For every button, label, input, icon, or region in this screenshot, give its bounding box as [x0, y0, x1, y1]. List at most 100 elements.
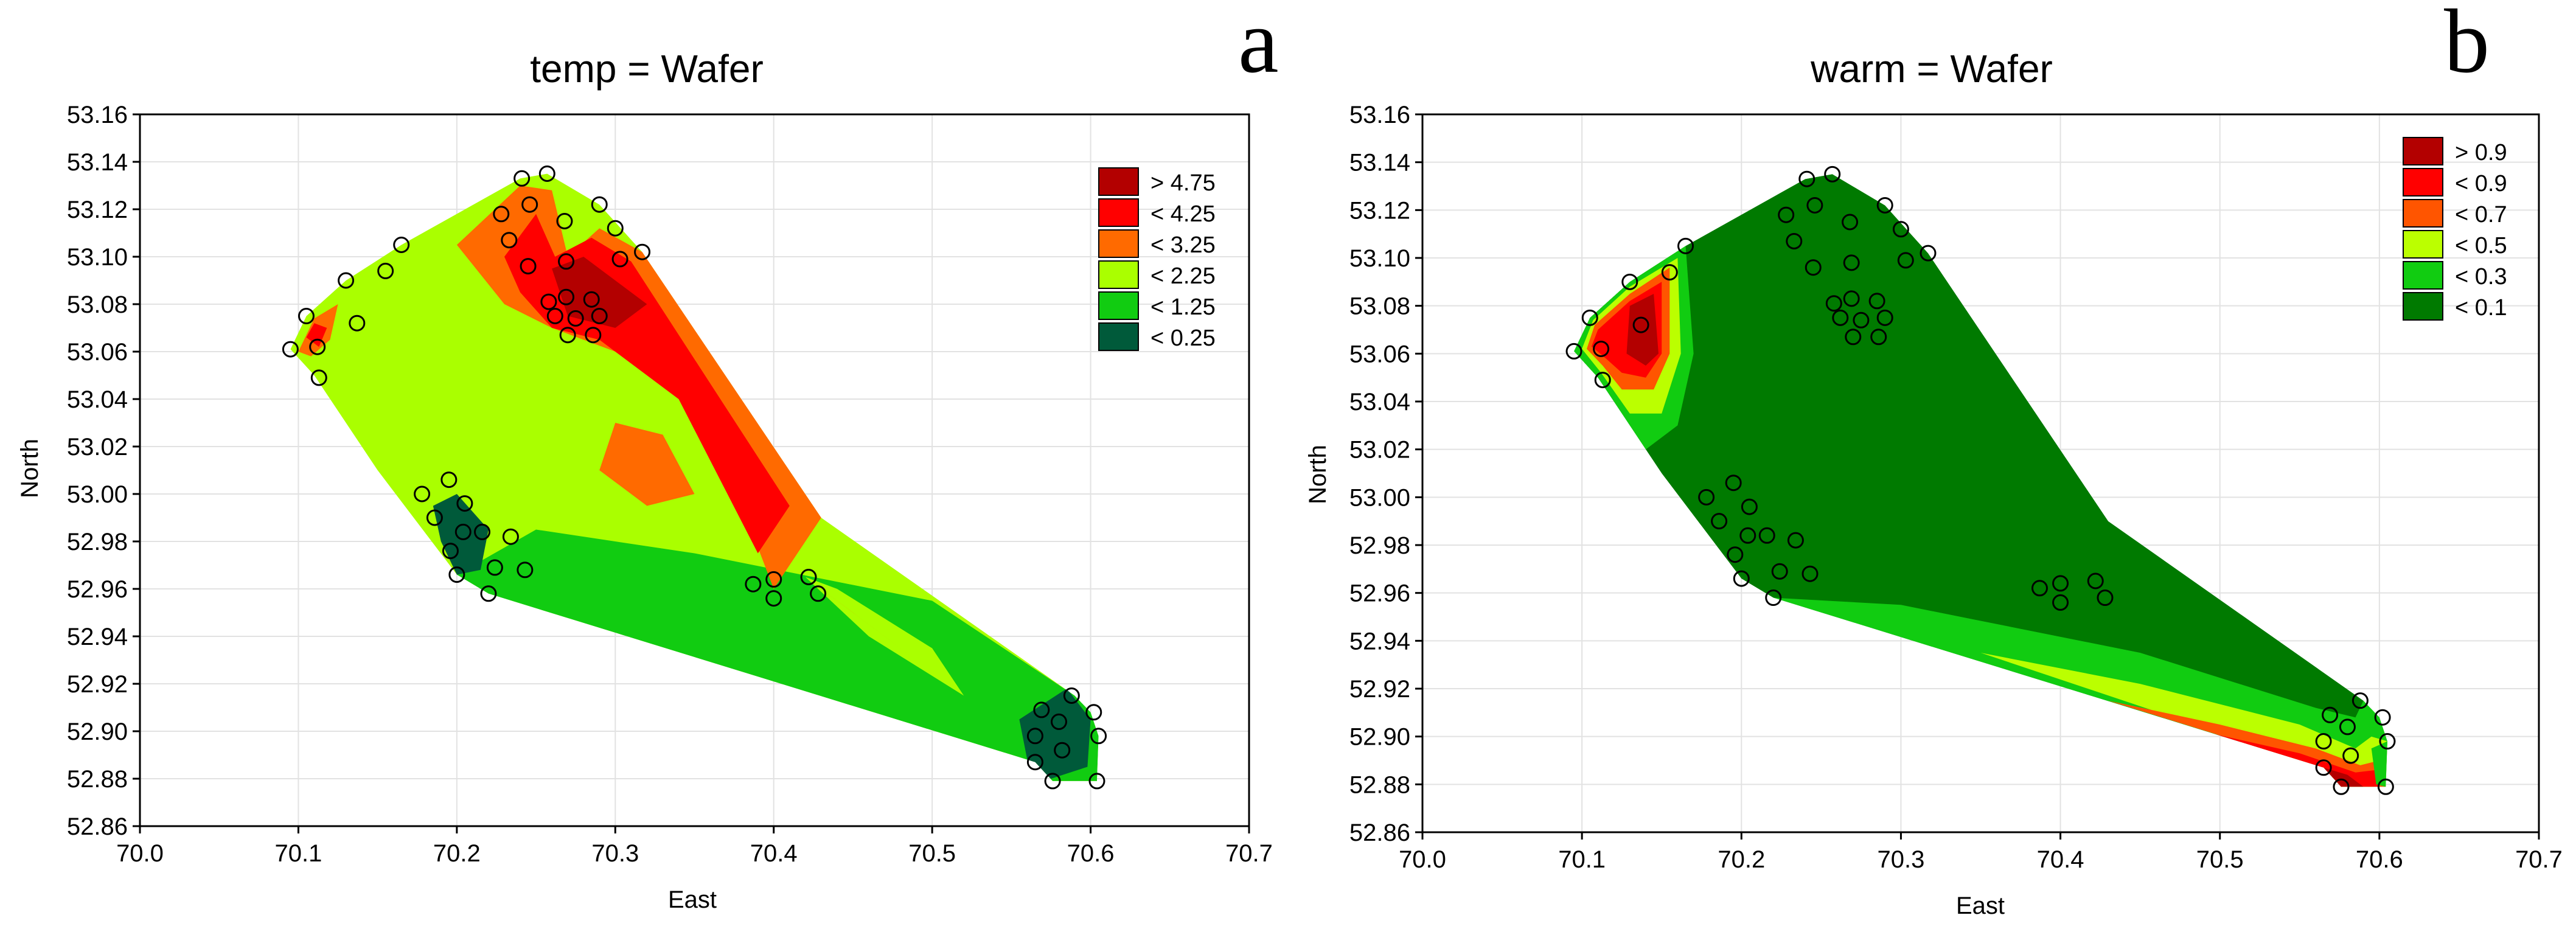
sample-point — [456, 495, 473, 512]
y-tick-label: 53.10 — [1349, 245, 1410, 272]
panel-label: a — [1238, 0, 1279, 92]
y-tick-label: 52.92 — [1349, 676, 1410, 703]
sample-point — [1771, 563, 1788, 580]
sample-point — [745, 576, 762, 593]
plot-frame — [1421, 113, 2540, 833]
chart-title: warm = Wafer — [1810, 47, 2053, 91]
y-axis-title: North — [16, 439, 43, 498]
sample-point — [1787, 532, 1804, 549]
sample-point — [448, 566, 465, 583]
sample-point — [2315, 759, 2332, 776]
legend-swatch — [1098, 229, 1139, 258]
sample-point — [591, 308, 608, 324]
sample-point — [1806, 196, 1823, 214]
sample-point — [559, 327, 576, 344]
sample-point — [2333, 778, 2350, 795]
panel-a: a temp = Wafer East North 70.0 70.1 70.2 70… — [16, 0, 1279, 913]
sample-point — [493, 206, 510, 223]
y-tick-label: 53.14 — [1349, 150, 1410, 176]
y-tick-label: 52.86 — [1349, 819, 1410, 846]
sample-point — [414, 485, 431, 503]
sample-point — [1801, 565, 1819, 582]
legend-label: < 2.25 — [1150, 263, 1216, 289]
legend-swatch — [1098, 198, 1139, 227]
sample-point — [1741, 498, 1758, 515]
y-tick-label: 53.04 — [67, 386, 128, 413]
contour-region — [361, 257, 425, 399]
contour-region — [2371, 741, 2387, 787]
sample-point — [1853, 311, 1870, 329]
plot-frame — [139, 113, 1250, 827]
sample-point — [810, 585, 827, 602]
sample-point — [765, 590, 782, 607]
sample-point — [1054, 742, 1071, 759]
y-tick-label: 53.12 — [1349, 197, 1410, 224]
y-tick-label: 53.12 — [67, 196, 128, 223]
sample-point — [1661, 264, 1678, 281]
y-tick-label: 53.04 — [1349, 389, 1410, 416]
legend-label: < 0.25 — [1150, 325, 1216, 351]
sample-point — [298, 308, 315, 324]
sample-point — [2087, 572, 2104, 589]
contour-region — [599, 423, 695, 506]
y-tick-label: 52.88 — [1349, 771, 1410, 798]
x-tick-label: 70.1 — [1558, 846, 1606, 873]
sample-point — [556, 213, 573, 229]
legend-swatch — [1098, 291, 1139, 320]
sample-point — [1085, 704, 1102, 721]
sample-point — [1765, 589, 1782, 607]
sample-point — [1739, 527, 1756, 544]
sample-point — [2377, 778, 2394, 795]
y-tick-label: 52.98 — [67, 529, 128, 555]
legend-label: < 0.3 — [2455, 264, 2507, 290]
x-tick-label: 70.4 — [750, 840, 798, 867]
sample-point — [2052, 594, 2069, 611]
sample-point — [1786, 232, 1803, 249]
sample-point — [1733, 570, 1750, 587]
sample-point — [558, 253, 575, 270]
legend-swatch — [2403, 292, 2443, 321]
y-tick-label: 53.14 — [67, 149, 128, 176]
x-tick-label: 70.2 — [1718, 846, 1765, 873]
sample-point — [2052, 575, 2069, 592]
sample-point — [521, 196, 538, 213]
y-tick-label: 52.90 — [67, 718, 128, 745]
y-tick-label: 53.02 — [1349, 437, 1410, 464]
y-tick-label: 52.96 — [67, 576, 128, 603]
contour-region — [1019, 688, 1091, 779]
sample-point — [2379, 733, 2396, 750]
sample-point — [502, 528, 519, 545]
contour-fill — [1574, 174, 2387, 787]
x-tick-label: 70.1 — [274, 840, 322, 867]
legend-swatch — [2403, 199, 2443, 228]
y-tick-label: 52.94 — [67, 624, 128, 650]
sample-point — [591, 196, 608, 213]
sample-point — [2322, 706, 2339, 723]
axis-ticks: 70.0 70.1 70.2 70.3 70.4 70.5 70.6 70.7 52.86 52.… — [1349, 102, 2563, 873]
sample-point — [1843, 254, 1860, 271]
x-tick-label: 70.6 — [2356, 846, 2403, 873]
sample-point — [1565, 343, 1582, 360]
sample-point — [765, 571, 782, 588]
x-tick-label: 70.5 — [2196, 846, 2244, 873]
sample-point — [282, 341, 299, 358]
contour-region — [306, 323, 327, 347]
sample-point — [1876, 309, 1893, 326]
sample-point — [567, 310, 584, 327]
x-tick-label: 70.0 — [1399, 846, 1446, 873]
legend-label: < 0.7 — [2455, 202, 2507, 228]
sample-point — [1870, 329, 1887, 346]
y-tick-label: 53.16 — [67, 102, 128, 128]
sample-point — [1798, 170, 1815, 187]
sample-point — [426, 509, 443, 526]
x-tick-label: 70.7 — [2515, 846, 2563, 873]
sample-point — [501, 232, 518, 249]
y-tick-label: 52.94 — [1349, 628, 1410, 655]
y-tick-label: 52.92 — [67, 671, 128, 698]
sample-points — [1565, 165, 2396, 795]
sample-point — [393, 237, 410, 253]
sample-point — [1711, 513, 1728, 530]
legend-swatch — [2403, 137, 2443, 165]
panel-b: b warm = Wafer East North 70.0 70.1 70.2 70… — [1288, 0, 2576, 932]
y-tick-label: 53.00 — [67, 481, 128, 508]
